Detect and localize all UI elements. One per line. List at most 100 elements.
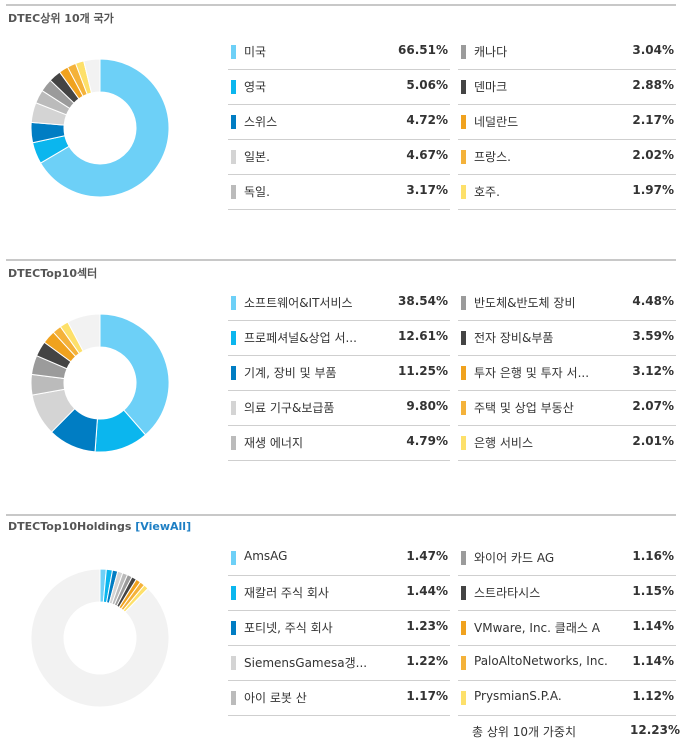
legend-row: 전자 장비&부품 3.59% [458, 320, 676, 356]
legend-label: VMware, Inc. 클래스 A [474, 621, 600, 635]
legend-value: 2.01% [632, 434, 674, 448]
legend-label: PrysmianS.P.A. [474, 689, 562, 703]
legend-row: 덴마크 2.88% [458, 69, 676, 105]
countries-donut-chart [30, 58, 170, 198]
legend-value: 4.79% [406, 434, 448, 448]
legend-swatch [461, 150, 466, 164]
legend-row: 재칼러 주식 회사 1.44% [228, 575, 450, 611]
legend-row: 포티넷, 주식 회사 1.23% [228, 610, 450, 646]
legend-label: 영국 [244, 80, 267, 94]
legend-row: 의료 기구&보급품 9.80% [228, 390, 450, 426]
legend-value: 2.02% [632, 148, 674, 162]
legend-label: 의료 기구&보급품 [244, 401, 335, 415]
legend-value: 66.51% [398, 43, 448, 57]
section-title: DTECTop10Holdings [8, 520, 132, 533]
legend-swatch [231, 366, 236, 380]
legend-row: 스위스 4.72% [228, 104, 450, 140]
total-weight-value: 12.23% [630, 723, 680, 737]
legend-value: 2.17% [632, 113, 674, 127]
legend-value: 3.04% [632, 43, 674, 57]
legend-swatch [461, 331, 466, 345]
legend-value: 2.88% [632, 78, 674, 92]
legend-label: 기계, 장비 및 부품 [244, 366, 337, 380]
legend-label: 독일. [244, 185, 270, 199]
legend-swatch [231, 80, 236, 94]
legend-label: 투자 은행 및 투자 서... [474, 366, 590, 380]
legend-value: 1.17% [406, 689, 448, 703]
legend-label: 소프트웨어&IT서비스 [244, 296, 353, 310]
legend-label: 스위스 [244, 115, 278, 129]
legend-row: 반도체&반도체 장비 4.48% [458, 285, 676, 321]
section-header: DTEC상위 10개 국가 [6, 4, 676, 30]
legend-value: 1.15% [632, 584, 674, 598]
donut-slice [30, 568, 170, 708]
legend-label: 스트라타시스 [474, 586, 541, 600]
legend-row: 아이 로봇 산 1.17% [228, 680, 450, 716]
legend-swatch [231, 45, 236, 59]
countries-section: DTEC상위 10개 국가 미국 66.51% 영국 5.06% 스위스 4.72% 일본.… [0, 4, 686, 244]
legend-swatch [461, 296, 466, 310]
legend-row: 캐나다 3.04% [458, 34, 676, 70]
legend-label: 포티넷, 주식 회사 [244, 621, 333, 635]
legend-row: 기계, 장비 및 부품 11.25% [228, 355, 450, 391]
sectors-section: DTECTop10섹터 소프트웨어&IT서비스 38.54% 프로페셔널&상업 서.… [0, 259, 686, 499]
section-title: DTEC상위 10개 국가 [8, 12, 114, 25]
section-title: DTECTop10섹터 [8, 267, 98, 280]
legend-swatch [231, 331, 236, 345]
legend-value: 3.59% [632, 329, 674, 343]
legend-value: 1.14% [632, 654, 674, 668]
legend-row: 독일. 3.17% [228, 174, 450, 210]
legend-label: 재칼러 주식 회사 [244, 586, 329, 600]
legend-label: AmsAG [244, 549, 288, 563]
legend-swatch [231, 656, 236, 670]
legend-label: 일본. [244, 150, 270, 164]
legend-value: 38.54% [398, 294, 448, 308]
legend-swatch [231, 436, 236, 450]
legend-value: 1.14% [632, 619, 674, 633]
legend-label: 재생 에너지 [244, 436, 304, 450]
legend-swatch [461, 45, 466, 59]
legend-value: 9.80% [406, 399, 448, 413]
legend-row: SiemensGamesa갱... 1.22% [228, 645, 450, 681]
legend-swatch [461, 115, 466, 129]
section-header: DTECTop10Holdings [ViewAll] [6, 514, 676, 540]
legend-value: 1.44% [406, 584, 448, 598]
legend-swatch [231, 296, 236, 310]
legend-swatch [231, 185, 236, 199]
legend-value: 4.48% [632, 294, 674, 308]
legend-row: 미국 66.51% [228, 34, 450, 70]
legend-row: PrysmianS.P.A. 1.12% [458, 680, 676, 716]
total-weight-label: 총 상위 10개 가중치 [472, 725, 576, 739]
legend-value: 4.67% [406, 148, 448, 162]
legend-row: 소프트웨어&IT서비스 38.54% [228, 285, 450, 321]
legend-value: 1.12% [632, 689, 674, 703]
view-all-link[interactable]: [ViewAll] [135, 520, 192, 533]
legend-label: 네덜란드 [474, 115, 519, 129]
legend-row: AmsAG 1.47% [228, 540, 450, 576]
donut-slice [39, 58, 170, 198]
sectors-donut-chart [30, 313, 170, 453]
legend-swatch [461, 551, 466, 565]
legend-swatch [231, 586, 236, 600]
legend-row: 재생 에너지 4.79% [228, 425, 450, 461]
legend-value: 2.07% [632, 399, 674, 413]
legend-row: 스트라타시스 1.15% [458, 575, 676, 611]
legend-row: 은행 서비스 2.01% [458, 425, 676, 461]
legend-label: 주택 및 상업 부동산 [474, 401, 574, 415]
legend-value: 12.61% [398, 329, 448, 343]
donut-slice [99, 313, 170, 436]
legend-swatch [461, 656, 466, 670]
legend-row: PaloAltoNetworks, Inc. 1.14% [458, 645, 676, 681]
legend-row: 프랑스. 2.02% [458, 139, 676, 175]
legend-value: 5.06% [406, 78, 448, 92]
legend-swatch [461, 436, 466, 450]
legend-label: 은행 서비스 [474, 436, 534, 450]
legend-value: 1.47% [406, 549, 448, 563]
legend-label: 반도체&반도체 장비 [474, 296, 576, 310]
legend-row: 네덜란드 2.17% [458, 104, 676, 140]
legend-swatch [461, 691, 466, 705]
legend-value: 1.23% [406, 619, 448, 633]
donut-slice [83, 58, 101, 94]
holdings-section: DTECTop10Holdings [ViewAll] AmsAG 1.47% 재칼… [0, 514, 686, 745]
legend-value: 3.12% [632, 364, 674, 378]
